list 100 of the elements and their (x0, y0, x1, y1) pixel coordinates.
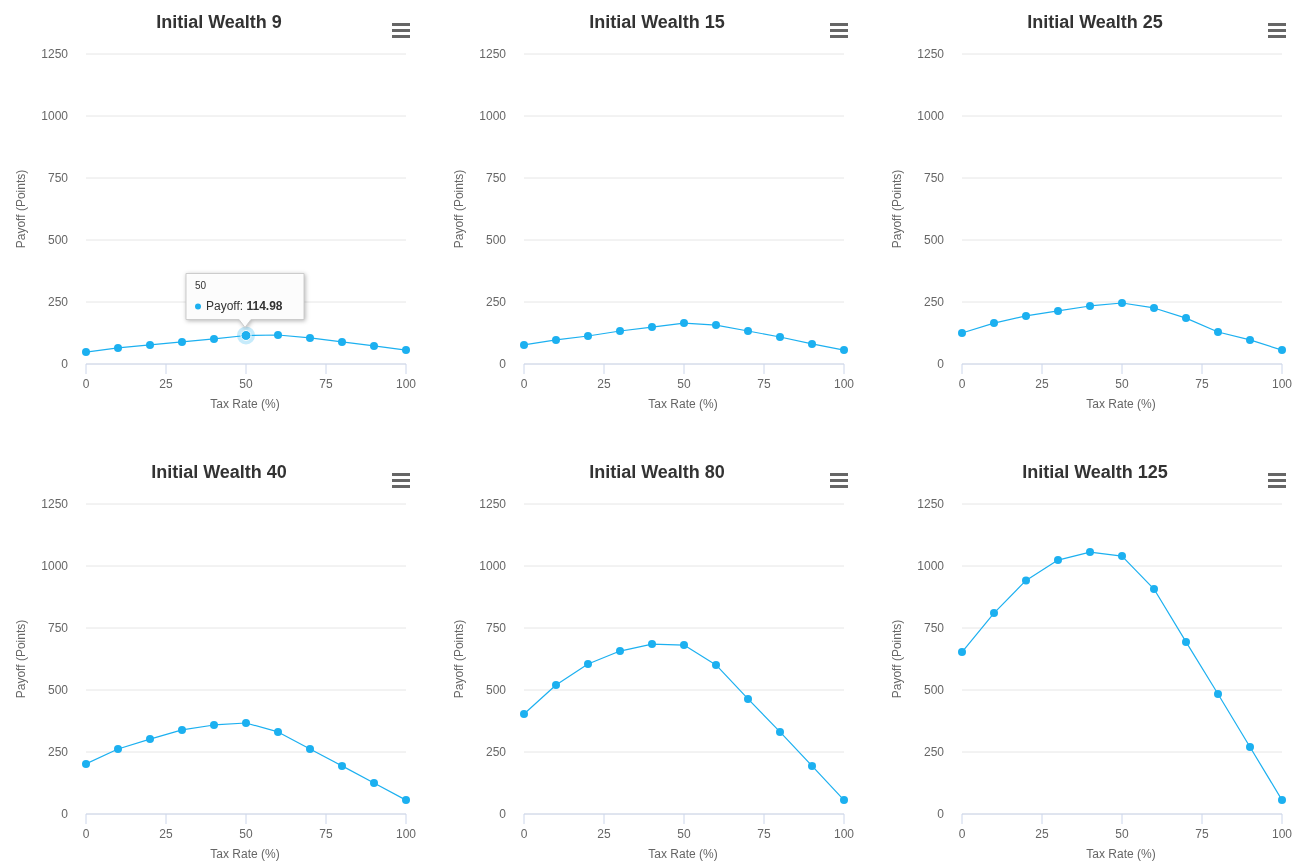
x-axis-title: Tax Rate (%) (210, 397, 280, 411)
y-tick-label: 250 (485, 295, 507, 309)
point (1086, 548, 1094, 557)
x-tick-label: 25 (597, 377, 611, 391)
x-tick-label: 100 (395, 827, 417, 841)
point (1022, 311, 1030, 320)
x-tick-label: 50 (239, 377, 253, 391)
y-tick-label: 1000 (479, 109, 507, 123)
point (840, 796, 848, 805)
point (306, 745, 314, 754)
point (616, 647, 624, 656)
x-axis-title: Tax Rate (%) (648, 397, 718, 411)
y-axis-title: Payoff (Points) (452, 619, 466, 699)
y-tick-label: 750 (485, 621, 507, 635)
y-tick-label: 500 (923, 683, 945, 697)
y-tick-label: 1000 (917, 109, 945, 123)
point (520, 710, 528, 719)
point (1278, 346, 1286, 355)
y-tick-label: 250 (923, 745, 945, 759)
x-tick-label: 50 (677, 377, 691, 391)
y-tick-label: 0 (61, 807, 69, 821)
point (1086, 301, 1094, 310)
y-tick-label: 0 (499, 807, 507, 821)
point (1246, 743, 1254, 752)
x-tick-label: 100 (833, 377, 855, 391)
y-tick-label: 0 (61, 357, 69, 371)
x-tick-label: 75 (757, 827, 771, 841)
point (990, 609, 998, 618)
x-axis-title: Tax Rate (%) (648, 847, 718, 861)
y-tick-label: 250 (923, 295, 945, 309)
x-tick-label: 75 (319, 827, 333, 841)
point (808, 761, 816, 770)
y-tick-label: 750 (923, 171, 945, 185)
y-tick-label: 250 (47, 295, 69, 309)
point (1246, 335, 1254, 344)
y-tick-label: 500 (485, 683, 507, 697)
y-tick-label: 1000 (479, 559, 507, 573)
point (1214, 328, 1222, 337)
point (1214, 689, 1222, 698)
x-tick-label: 75 (1195, 827, 1209, 841)
x-tick-label: 50 (1115, 827, 1129, 841)
y-tick-label: 1250 (479, 47, 507, 61)
y-tick-label: 0 (937, 807, 945, 821)
point (82, 759, 90, 768)
y-tick-label: 750 (485, 171, 507, 185)
x-tick-label: 50 (1115, 377, 1129, 391)
point (146, 735, 154, 744)
chart-title: Initial Wealth 80 (589, 462, 725, 482)
point (1150, 585, 1158, 594)
x-axis-title: Tax Rate (%) (1086, 847, 1156, 861)
point (584, 659, 592, 668)
chart-title: Initial Wealth 15 (589, 12, 725, 32)
point (648, 640, 656, 649)
x-tick-label: 25 (1035, 377, 1049, 391)
y-tick-label: 1000 (917, 559, 945, 573)
x-tick-label: 25 (1035, 827, 1049, 841)
y-tick-label: 1250 (917, 497, 945, 511)
y-tick-label: 500 (923, 233, 945, 247)
x-tick-label: 100 (395, 377, 417, 391)
point (1182, 637, 1190, 646)
x-tick-label: 100 (1271, 377, 1293, 391)
chart-title: Initial Wealth 40 (151, 462, 287, 482)
x-tick-label: 100 (833, 827, 855, 841)
point (402, 796, 410, 805)
point (1022, 576, 1030, 585)
x-tick-label: 0 (82, 827, 90, 841)
y-tick-label: 1250 (41, 47, 69, 61)
y-axis-title: Payoff (Points) (452, 169, 466, 249)
point (680, 641, 688, 650)
y-tick-label: 0 (499, 357, 507, 371)
x-tick-label: 0 (520, 377, 528, 391)
x-tick-label: 75 (319, 377, 333, 391)
chart-title: Initial Wealth 125 (1022, 462, 1168, 482)
chart-title: Initial Wealth 25 (1027, 12, 1163, 32)
annotation: 50 (195, 280, 207, 292)
y-tick-label: 500 (47, 233, 69, 247)
y-tick-label: 1000 (41, 109, 69, 123)
x-tick-label: 75 (757, 377, 771, 391)
point (990, 319, 998, 328)
annotation: Payoff: 114.98 (206, 299, 283, 314)
y-tick-label: 1000 (41, 559, 69, 573)
y-tick-label: 1250 (917, 47, 945, 61)
y-axis-title: Payoff (Points) (890, 619, 904, 699)
point (1054, 306, 1062, 315)
point (744, 694, 752, 703)
chart-title: Initial Wealth 9 (156, 12, 282, 32)
point (114, 745, 122, 754)
x-tick-label: 50 (239, 827, 253, 841)
x-tick-label: 0 (520, 827, 528, 841)
point (210, 720, 218, 729)
y-tick-label: 500 (485, 233, 507, 247)
point (370, 779, 378, 787)
point (178, 725, 186, 734)
point (552, 681, 560, 690)
x-axis-title: Tax Rate (%) (1086, 397, 1156, 411)
x-axis-title: Tax Rate (%) (210, 847, 280, 861)
point (712, 660, 720, 669)
point (1182, 314, 1190, 323)
y-tick-label: 250 (47, 745, 69, 759)
y-tick-label: 1250 (479, 497, 507, 511)
